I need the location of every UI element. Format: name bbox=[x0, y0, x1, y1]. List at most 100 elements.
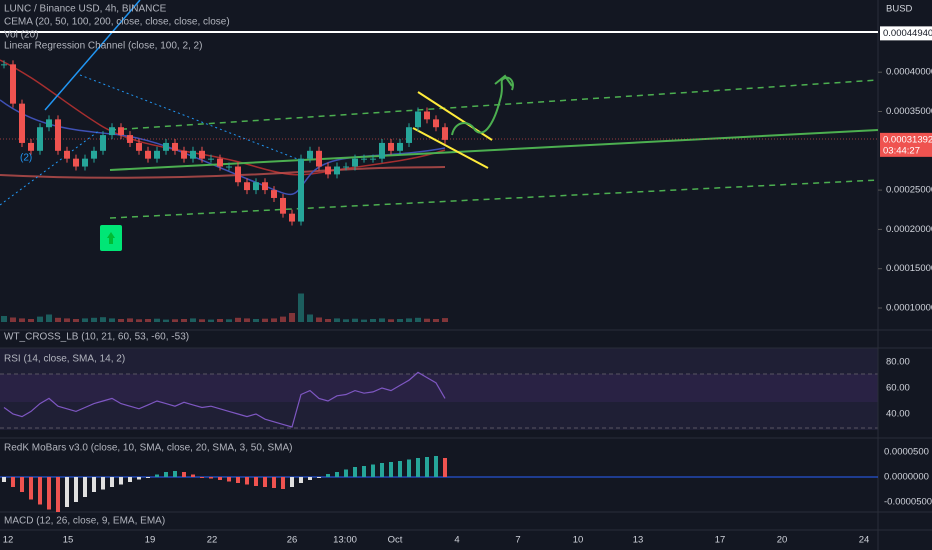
mobar bbox=[281, 477, 285, 489]
volume-bar bbox=[343, 319, 349, 322]
drawn-line bbox=[44, 0, 141, 111]
mobar bbox=[371, 464, 375, 477]
mobar bbox=[56, 477, 60, 512]
mobar bbox=[272, 477, 276, 488]
candle-body bbox=[217, 158, 223, 167]
regression-lower bbox=[109, 179, 879, 219]
y-tick-label: 0.0000000 bbox=[884, 472, 929, 483]
volume-bar bbox=[433, 319, 439, 322]
volume-bar bbox=[136, 319, 142, 322]
volume-bar bbox=[379, 318, 385, 322]
candle-body bbox=[406, 127, 412, 143]
volume-bar bbox=[262, 318, 268, 322]
mobar bbox=[92, 477, 96, 492]
mobar bbox=[434, 456, 438, 477]
volume-bar bbox=[415, 317, 421, 322]
volume-bar bbox=[442, 318, 448, 322]
volume-bar bbox=[325, 319, 331, 322]
x-tick-label: 10 bbox=[573, 535, 584, 546]
symbol-title: LUNC / Binance USD, 4h, BINANCE bbox=[4, 4, 167, 15]
volume-bar bbox=[190, 318, 196, 322]
volume-bar bbox=[316, 317, 322, 322]
mobar bbox=[398, 461, 402, 477]
candle-body bbox=[100, 135, 106, 151]
candle-body bbox=[433, 119, 439, 128]
candle-body bbox=[244, 182, 250, 191]
drawn-line bbox=[79, 74, 301, 161]
volume-bar bbox=[37, 316, 43, 322]
volume-bar bbox=[334, 318, 340, 322]
countdown: 03:44:27 bbox=[883, 145, 920, 156]
mobar bbox=[344, 469, 348, 477]
candle-body bbox=[298, 158, 304, 222]
volume-bar bbox=[109, 318, 115, 322]
x-tick-label: 4 bbox=[454, 535, 459, 546]
candle-body bbox=[55, 119, 61, 151]
last-price-label: 0.00031392 bbox=[883, 134, 932, 145]
arrow-head bbox=[494, 74, 513, 87]
candle-body bbox=[37, 127, 43, 151]
rsi-label: RSI (14, close, SMA, 14, 2) bbox=[4, 354, 125, 365]
volume-bar bbox=[217, 319, 223, 322]
mobar bbox=[173, 471, 177, 477]
mobar bbox=[236, 477, 240, 483]
y-tick-label: -0.0000500 bbox=[884, 497, 932, 508]
mobar bbox=[335, 472, 339, 477]
y-tick-label: 0.00020000 bbox=[886, 224, 932, 235]
volume-bar bbox=[163, 319, 169, 322]
candle-body bbox=[271, 190, 277, 198]
candle-body bbox=[307, 150, 313, 159]
currency: BUSD bbox=[886, 4, 913, 15]
mobar bbox=[326, 474, 330, 477]
mobar bbox=[353, 467, 357, 477]
candle-body bbox=[109, 127, 115, 136]
mobar bbox=[443, 458, 447, 477]
x-tick-label: 22 bbox=[207, 535, 218, 546]
flag-lower bbox=[412, 127, 489, 169]
volume-bar bbox=[64, 318, 70, 322]
mobar bbox=[200, 477, 204, 478]
candle-body bbox=[379, 142, 385, 159]
x-tick-label: 20 bbox=[777, 535, 788, 546]
mobar bbox=[308, 477, 312, 480]
candle-body bbox=[127, 135, 133, 143]
volume-bar bbox=[82, 318, 88, 322]
candle-body bbox=[145, 150, 151, 159]
mobar bbox=[38, 477, 42, 505]
candle-body bbox=[136, 142, 142, 151]
candle-body bbox=[289, 213, 295, 222]
projection-arrow bbox=[451, 76, 514, 136]
mobar bbox=[65, 477, 69, 507]
volume-bar bbox=[100, 317, 106, 322]
candle-body bbox=[262, 182, 268, 191]
ma-dark-red bbox=[0, 166, 446, 179]
candle-body bbox=[352, 158, 358, 167]
candle-body bbox=[10, 64, 16, 104]
y-tick-label: 0.00035000 bbox=[886, 106, 932, 117]
candle-body bbox=[424, 111, 430, 120]
candle-body bbox=[73, 158, 79, 167]
volume-bar bbox=[253, 319, 259, 322]
volume-bar bbox=[280, 316, 286, 322]
candle-body bbox=[181, 150, 187, 159]
volume-bar bbox=[208, 319, 214, 322]
mobar bbox=[227, 477, 231, 482]
x-tick-label: 13 bbox=[633, 535, 644, 546]
x-tick-label: 24 bbox=[859, 535, 870, 546]
candle-body bbox=[343, 166, 349, 168]
volume-bar bbox=[1, 316, 7, 322]
candle-body bbox=[91, 150, 97, 159]
candle-body bbox=[397, 142, 403, 151]
x-tick-label: 13:00 bbox=[333, 535, 357, 546]
mobar bbox=[290, 477, 294, 487]
volume-bar bbox=[226, 319, 232, 322]
candle-body bbox=[190, 150, 196, 159]
x-tick-label: 7 bbox=[515, 535, 520, 546]
last-price-box bbox=[880, 132, 932, 157]
mobar bbox=[146, 477, 150, 478]
volume-bar bbox=[73, 319, 79, 322]
volume-bar bbox=[199, 319, 205, 322]
candle-body bbox=[208, 158, 214, 160]
